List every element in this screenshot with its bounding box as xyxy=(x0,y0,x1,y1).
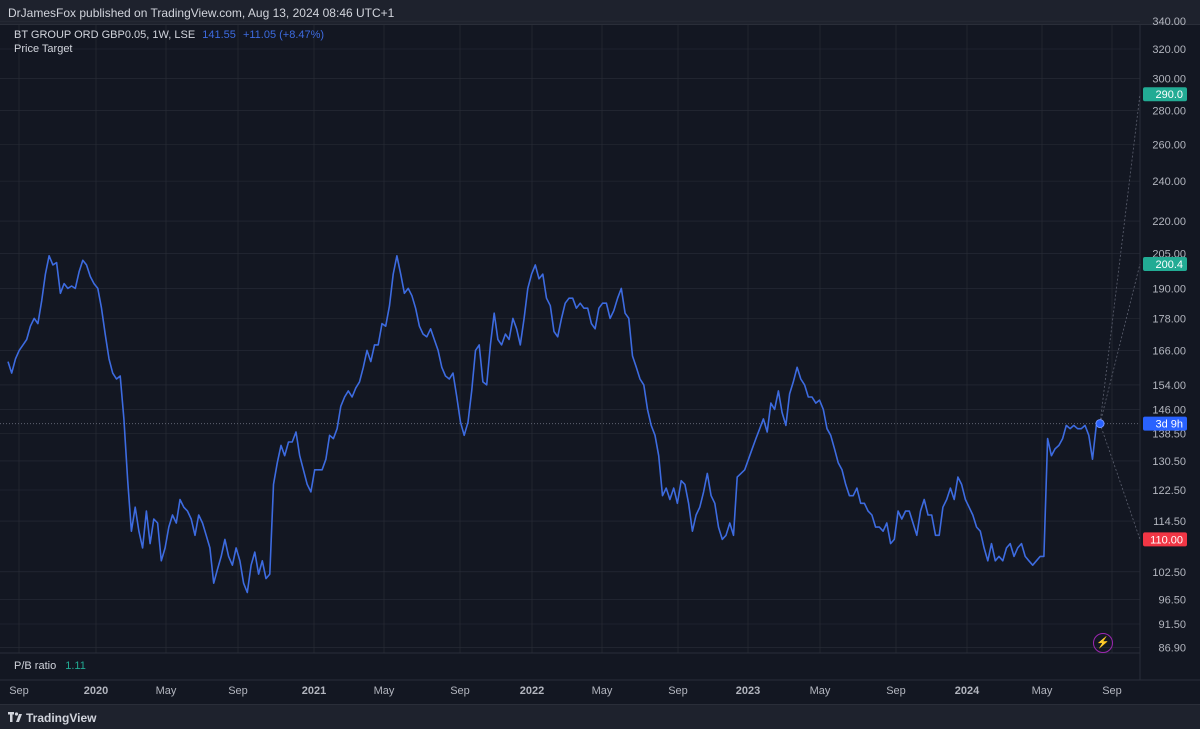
time-tick-label: Sep xyxy=(450,685,470,697)
price-tick-label: 154.00 xyxy=(1152,380,1186,392)
time-tick-label: May xyxy=(810,685,831,697)
time-tick-label: Sep xyxy=(668,685,688,697)
time-tick-label: 2021 xyxy=(302,685,326,697)
time-tick-label: 2023 xyxy=(736,685,760,697)
last-price-value: 141.55 xyxy=(202,29,236,41)
price-target-ray xyxy=(1099,423,1141,540)
time-tick-label: May xyxy=(374,685,395,697)
time-tick-label: Sep xyxy=(886,685,906,697)
time-tick-label: 2020 xyxy=(84,685,108,697)
price-tick-label: 138.50 xyxy=(1152,429,1186,441)
price-tick-label: 122.50 xyxy=(1152,485,1186,497)
time-axis: Sep 2020 May Sep 2021 May Sep 2022 May Sep 2023 May… xyxy=(9,685,1122,697)
price-tick-label: 91.50 xyxy=(1158,619,1186,631)
publish-text: DrJamesFox published on TradingView.com,… xyxy=(8,6,395,20)
lightning-icon[interactable]: ⚡ xyxy=(1093,633,1113,653)
last-price-dot xyxy=(1095,419,1105,429)
pb-ratio-value: 1.11 xyxy=(65,660,86,672)
price-axis: 340.00 320.00 300.00 280.00 260.00 240.00 220.… xyxy=(1152,16,1186,655)
price-badge-label: 290.0 xyxy=(1155,89,1183,101)
price-tick-label: 146.00 xyxy=(1152,404,1186,416)
publish-header: DrJamesFox published on TradingView.com,… xyxy=(0,0,1200,25)
price-badge-red: 110.00 xyxy=(1143,532,1187,547)
price-badge-label: 200.4 xyxy=(1155,259,1183,271)
indicator-label[interactable]: Price Target xyxy=(14,43,73,55)
price-tick-label: 190.00 xyxy=(1152,283,1186,295)
price-tick-label: 114.50 xyxy=(1153,516,1186,528)
price-tick-label: 300.00 xyxy=(1152,74,1186,86)
price-tick-label: 240.00 xyxy=(1152,176,1186,188)
price-tick-label: 166.00 xyxy=(1152,345,1186,357)
price-badge-green: 200.4 xyxy=(1143,256,1187,271)
time-tick-label: Sep xyxy=(9,685,29,697)
price-tick-label: 260.00 xyxy=(1152,139,1186,151)
time-tick-label: 2022 xyxy=(520,685,544,697)
price-change-value: +11.05 (+8.47%) xyxy=(242,29,325,41)
price-badge-label: 3d 9h xyxy=(1155,419,1183,431)
price-tick-label: 340.00 xyxy=(1152,16,1186,28)
time-tick-label: Sep xyxy=(228,685,248,697)
price-target-fan xyxy=(1099,94,1141,540)
price-tick-label: 96.50 xyxy=(1158,595,1186,607)
price-badge-blue: 3d 9h xyxy=(1143,416,1187,431)
tradingview-logo-icon xyxy=(8,712,22,722)
price-tick-label: 86.90 xyxy=(1158,643,1186,655)
time-tick-label: Sep xyxy=(1102,685,1122,697)
time-tick-label: May xyxy=(156,685,177,697)
price-badge-green: 290.0 xyxy=(1143,87,1187,102)
price-badges: 290.0 200.4 3d 9h 110.00 xyxy=(1143,87,1187,547)
footer-brand[interactable]: TradingView xyxy=(26,711,97,725)
chart-legend: BT GROUP ORD GBP0.05, 1W, LSE 141.55 +11… xyxy=(14,28,324,56)
price-tick-label: 178.00 xyxy=(1152,313,1186,325)
pb-ratio-pane: P/B ratio 1.11 xyxy=(14,660,86,672)
price-tick-label: 220.00 xyxy=(1152,216,1186,228)
price-tick-label: 102.50 xyxy=(1152,567,1186,579)
price-series-line xyxy=(7,255,1101,594)
price-target-ray xyxy=(1099,263,1141,424)
price-target-ray xyxy=(1099,94,1141,424)
price-badge-label: 110.00 xyxy=(1150,534,1183,546)
time-tick-label: May xyxy=(1032,685,1053,697)
chart-grid xyxy=(0,20,1140,653)
time-tick-label: 2024 xyxy=(955,685,980,697)
price-tick-label: 280.00 xyxy=(1152,105,1186,117)
price-tick-label: 320.00 xyxy=(1152,44,1186,56)
pb-ratio-label[interactable]: P/B ratio xyxy=(14,660,57,672)
symbol-label[interactable]: BT GROUP ORD GBP0.05, 1W, LSE xyxy=(14,29,196,41)
time-tick-label: May xyxy=(592,685,613,697)
price-tick-label: 130.50 xyxy=(1152,456,1186,468)
footer: TradingView xyxy=(0,704,1200,729)
